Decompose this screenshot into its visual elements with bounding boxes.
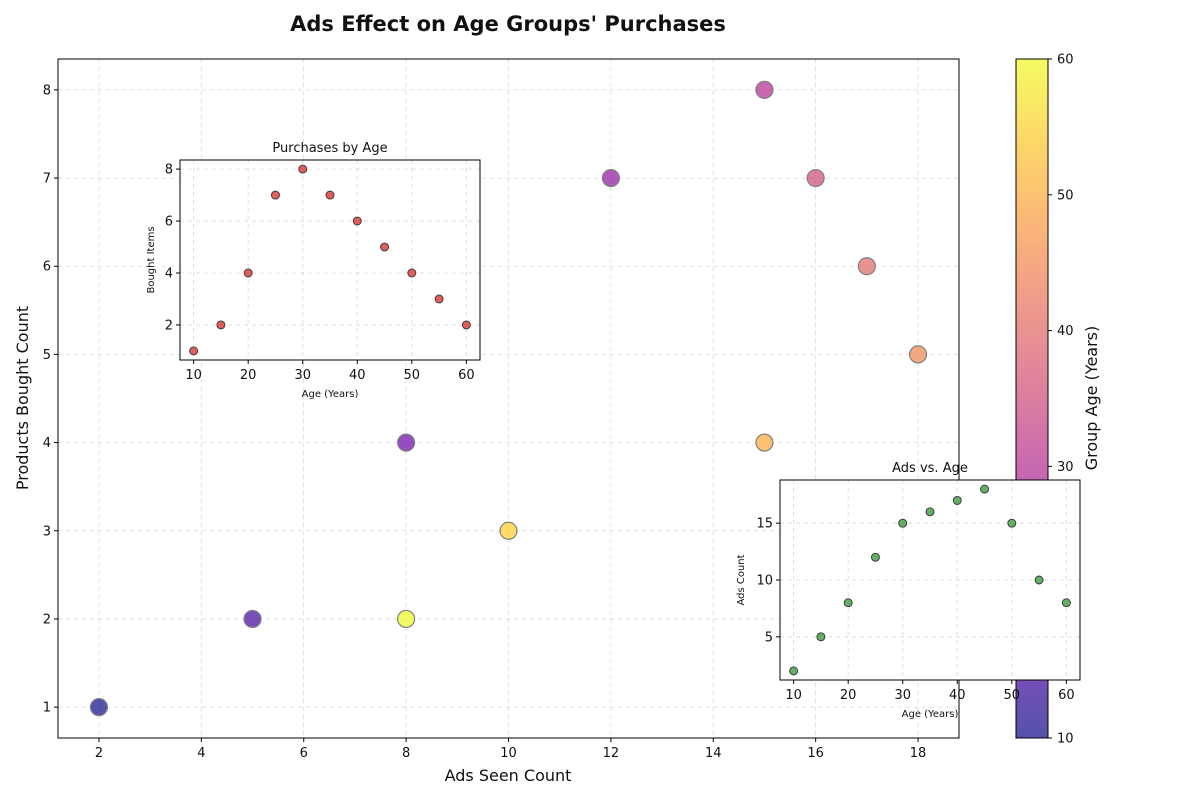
colorbar-tick-label: 30 <box>1057 460 1074 475</box>
main-x-tick-label: 4 <box>197 746 205 761</box>
main-y-tick-label: 3 <box>43 524 51 539</box>
inset-purchases-x-tick-label: 10 <box>185 368 202 383</box>
inset-ads-y-tick-label: 5 <box>765 630 773 645</box>
colorbar-label: Group Age (Years) <box>1082 326 1101 471</box>
inset-ads-x-tick-label: 60 <box>1058 688 1075 703</box>
inset-ads-y-label: Ads Count <box>736 554 747 605</box>
colorbar-tick-label: 50 <box>1057 188 1074 203</box>
inset-ads-vs-age: 10 20 30 40 50 60 5 10 15 <box>756 479 1081 703</box>
inset-purchases-data-point <box>434 294 444 304</box>
inset-purchases-data-point <box>461 320 471 330</box>
inset-purchases-x-tick-label: 50 <box>404 368 421 383</box>
main-x-tick-label: 6 <box>300 746 308 761</box>
inset-purchases-background <box>180 160 480 360</box>
main-y-tick-label: 6 <box>43 260 51 275</box>
data-point <box>755 433 774 452</box>
inset-ads-x-label: Age (Years) <box>902 709 959 720</box>
main-x-tick-label: 14 <box>705 746 722 761</box>
main-y-tick-label: 5 <box>43 348 51 363</box>
inset-ads-data-point <box>952 496 962 505</box>
inset-purchases-data-point <box>189 346 199 356</box>
inset-ads-frame <box>779 479 1081 681</box>
data-point <box>397 609 416 629</box>
inset-purchases-title: Purchases by Age <box>272 141 387 156</box>
colorbar-tick-label: 40 <box>1057 324 1074 339</box>
inset-purchases-by-age: 10 20 30 40 50 60 2 4 6 8 <box>165 159 481 383</box>
inset-ads-x-tick-label: 40 <box>949 688 966 703</box>
data-point <box>243 609 262 629</box>
inset-ads-x-tick-label: 50 <box>1004 688 1021 703</box>
inset-purchases-y-tick-label: 6 <box>165 215 173 230</box>
inset-purchases-y-tick-label: 4 <box>165 266 173 281</box>
inset-ads-data-point <box>843 598 853 608</box>
main-y-tick-label: 8 <box>43 83 51 98</box>
inset-purchases-y-tick-label: 8 <box>165 163 173 178</box>
inset-ads-x-tick-label: 20 <box>840 688 857 703</box>
data-point <box>908 345 928 364</box>
inset-ads-data-point <box>925 507 935 517</box>
chart-title: Ads Effect on Age Groups' Purchases <box>290 12 726 36</box>
data-point <box>601 168 620 188</box>
main-y-tick-label: 2 <box>43 612 51 627</box>
main-y-tick-label: 7 <box>43 172 51 187</box>
inset-purchases-data-point <box>216 320 226 330</box>
inset-purchases-data-point <box>243 268 253 278</box>
inset-ads-data-point <box>871 552 880 562</box>
inset-ads-data-point <box>816 632 826 642</box>
inset-ads-data-point <box>980 484 989 494</box>
data-point <box>397 433 416 452</box>
inset-purchases-x-tick-label: 30 <box>294 368 311 383</box>
inset-ads-x-tick-label: 10 <box>785 688 802 703</box>
main-y-tick-label: 4 <box>43 436 51 451</box>
inset-ads-y-tick-label: 10 <box>756 574 773 589</box>
main-y-tick-label: 1 <box>43 701 51 716</box>
main-x-tick-label: 16 <box>807 746 824 761</box>
inset-purchases-data-point <box>352 216 362 226</box>
inset-ads-title: Ads vs. Age <box>892 461 968 476</box>
inset-purchases-data-point <box>271 190 280 200</box>
inset-ads-x-tick-label: 30 <box>894 688 911 703</box>
colorbar-frame <box>1015 58 1049 739</box>
inset-purchases-x-label: Age (Years) <box>302 389 359 400</box>
inset-purchases-frame <box>179 159 481 361</box>
inset-ads-data-point <box>898 518 908 528</box>
inset-ads-y-tick-label: 15 <box>756 517 773 532</box>
data-point <box>89 698 109 717</box>
inset-purchases-data-point <box>325 190 335 200</box>
main-x-tick-label: 8 <box>402 746 410 761</box>
inset-purchases-x-tick-label: 20 <box>240 368 257 383</box>
inset-ads-data-point <box>1061 598 1071 608</box>
inset-purchases-data-point <box>407 268 417 278</box>
main-x-tick-label: 2 <box>95 746 103 761</box>
data-point <box>755 80 774 99</box>
inset-purchases-y-label: Bought Items <box>146 226 157 293</box>
main-x-tick-label: 10 <box>500 746 517 761</box>
inset-ads-data-point <box>1034 575 1044 585</box>
inset-purchases-x-tick-label: 60 <box>458 368 475 383</box>
main-x-tick-label: 12 <box>603 746 620 761</box>
y-axis-label: Products Bought Count <box>13 306 32 490</box>
inset-purchases-y-tick-label: 2 <box>165 318 173 333</box>
x-axis-label: Ads Seen Count <box>445 766 572 785</box>
inset-purchases-x-tick-label: 40 <box>349 368 366 383</box>
main-frame <box>57 58 960 739</box>
colorbar-tick-label: 10 <box>1057 732 1074 747</box>
colorbar-tick-label: 60 <box>1057 53 1074 68</box>
inset-purchases-data-point <box>380 242 389 252</box>
data-point <box>857 257 876 276</box>
data-point <box>499 521 518 540</box>
inset-ads-data-point <box>789 666 799 676</box>
data-point <box>806 168 825 188</box>
main-x-tick-label: 18 <box>910 746 927 761</box>
inset-ads-data-point <box>1007 518 1017 528</box>
inset-purchases-data-point <box>298 164 308 174</box>
